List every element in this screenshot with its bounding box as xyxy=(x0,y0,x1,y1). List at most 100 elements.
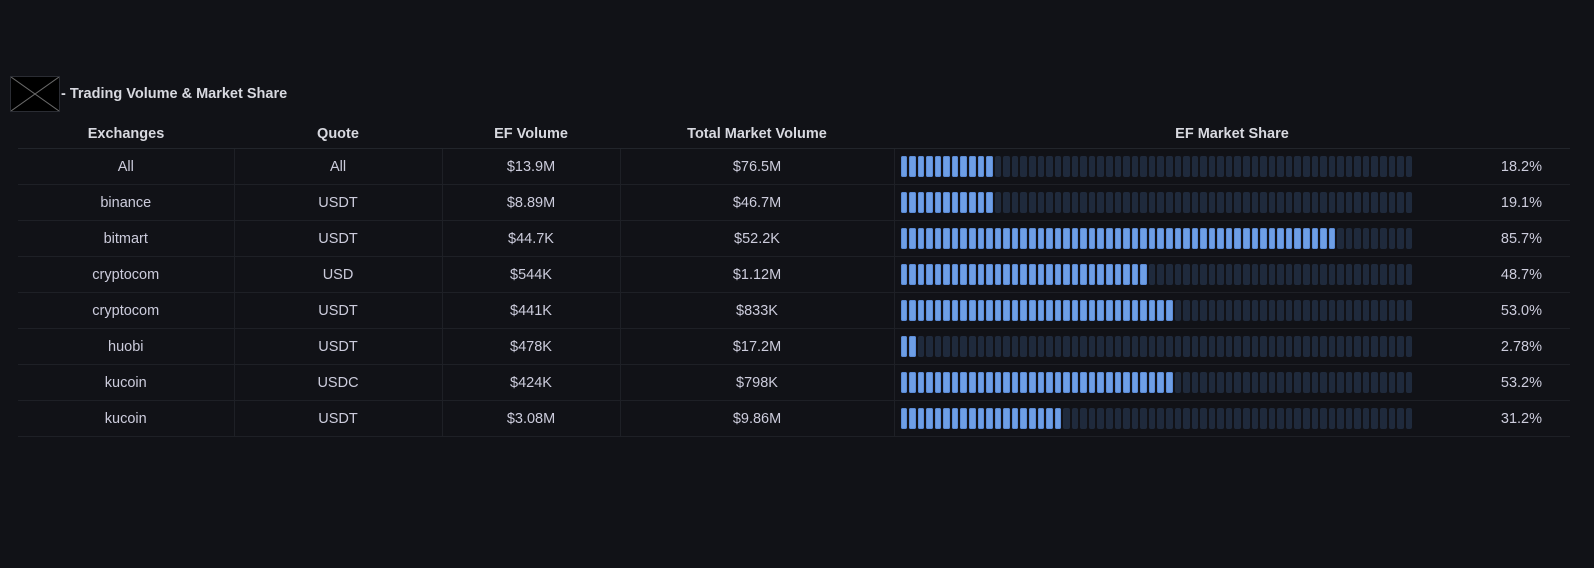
gauge-segment xyxy=(1337,228,1344,249)
gauge-segment xyxy=(943,156,950,177)
gauge-segment xyxy=(1354,408,1361,429)
gauge-segment xyxy=(1405,228,1413,249)
gauge-segment xyxy=(1165,372,1173,393)
gauge-segment xyxy=(1388,156,1396,177)
market-share-bar-gauge xyxy=(900,264,1413,285)
gauge-segment xyxy=(1200,264,1207,285)
column-header-exchanges[interactable]: Exchanges xyxy=(18,120,234,149)
gauge-segment xyxy=(1097,228,1104,249)
gauge-segment xyxy=(1225,336,1233,357)
gauge-segment xyxy=(934,192,942,213)
gauge-segment xyxy=(1174,264,1182,285)
table-row[interactable]: cryptocom USDT $441K $833K 53.0% xyxy=(18,292,1570,329)
gauge-segment xyxy=(1054,408,1062,429)
gauge-segment xyxy=(1080,228,1087,249)
cell-quote: USDT xyxy=(233,400,442,437)
gauge-segment xyxy=(977,228,985,249)
gauge-segment xyxy=(909,372,916,393)
gauge-segment xyxy=(1260,408,1267,429)
gauge-segment xyxy=(1011,336,1019,357)
gauge-segment xyxy=(943,336,950,357)
gauge-segment xyxy=(1217,192,1224,213)
gauge-segment xyxy=(1157,228,1164,249)
column-header-ef-market-share[interactable]: EF Market Share xyxy=(894,120,1570,149)
gauge-segment xyxy=(1157,192,1164,213)
gauge-segment xyxy=(1354,156,1361,177)
cell-total-market-volume: $9.86M xyxy=(619,400,894,437)
gauge-segment xyxy=(1165,156,1173,177)
gauge-segment xyxy=(960,408,967,429)
gauge-segment xyxy=(943,264,950,285)
column-header-ef-volume[interactable]: EF Volume xyxy=(442,120,620,149)
gauge-segment xyxy=(917,372,925,393)
gauge-segment xyxy=(1148,336,1156,357)
gauge-segment xyxy=(1003,228,1010,249)
gauge-segment xyxy=(1106,372,1113,393)
gauge-segment xyxy=(900,300,908,321)
gauge-segment xyxy=(1080,192,1087,213)
table-row[interactable]: All All $13.9M $76.5M 18.2% xyxy=(18,148,1570,185)
gauge-segment xyxy=(1028,408,1036,429)
gauge-segment xyxy=(900,408,908,429)
gauge-segment xyxy=(1268,192,1276,213)
gauge-segment xyxy=(1106,264,1113,285)
gauge-segment xyxy=(977,156,985,177)
table-row[interactable]: cryptocom USD $544K $1.12M 48.7% xyxy=(18,256,1570,293)
gauge-segment xyxy=(951,264,959,285)
gauge-segment xyxy=(909,192,916,213)
gauge-segment xyxy=(986,372,993,393)
cell-total-market-volume: $46.7M xyxy=(619,184,894,221)
table-row[interactable]: kucoin USDT $3.08M $9.86M 31.2% xyxy=(18,400,1570,437)
market-share-gauge-wrap: 53.0% xyxy=(900,300,1565,321)
gauge-segment xyxy=(1388,372,1396,393)
gauge-segment xyxy=(1337,264,1344,285)
gauge-segment xyxy=(1148,264,1156,285)
gauge-segment xyxy=(900,264,908,285)
gauge-segment xyxy=(1380,264,1387,285)
gauge-segment xyxy=(1088,336,1096,357)
gauge-segment xyxy=(1354,336,1361,357)
gauge-segment xyxy=(909,156,916,177)
panel-title[interactable]: - Trading Volume & Market Share xyxy=(61,86,288,102)
gauge-segment xyxy=(1140,372,1147,393)
gauge-segment xyxy=(1131,300,1139,321)
gauge-segment xyxy=(1020,408,1027,429)
gauge-segment xyxy=(1208,372,1216,393)
gauge-segment xyxy=(1191,156,1199,177)
gauge-segment xyxy=(1020,156,1027,177)
gauge-segment xyxy=(960,228,967,249)
market-share-bar-gauge xyxy=(900,408,1413,429)
gauge-segment xyxy=(1140,336,1147,357)
gauge-segment xyxy=(1217,372,1224,393)
table-row[interactable]: binance USDT $8.89M $46.7M 19.1% xyxy=(18,184,1570,221)
gauge-segment xyxy=(1071,228,1079,249)
gauge-segment xyxy=(1003,408,1010,429)
gauge-segment xyxy=(1294,156,1301,177)
gauge-segment xyxy=(1037,408,1045,429)
gauge-segment xyxy=(1243,408,1250,429)
column-header-quote[interactable]: Quote xyxy=(234,120,442,149)
gauge-segment xyxy=(1208,300,1216,321)
table-row[interactable]: huobi USDT $478K $17.2M 2.78% xyxy=(18,328,1570,365)
gauge-segment xyxy=(1225,408,1233,429)
gauge-segment xyxy=(1020,372,1027,393)
gauge-segment xyxy=(1277,408,1284,429)
column-header-total-market-volume[interactable]: Total Market Volume xyxy=(620,120,894,149)
gauge-segment xyxy=(1362,336,1370,357)
gauge-segment xyxy=(934,336,942,357)
gauge-segment xyxy=(1063,300,1070,321)
gauge-segment xyxy=(1345,156,1353,177)
market-share-gauge-wrap: 2.78% xyxy=(900,336,1565,357)
gauge-segment xyxy=(1183,372,1190,393)
gauge-segment xyxy=(1243,264,1250,285)
gauge-segment xyxy=(1054,336,1062,357)
table-row[interactable]: kucoin USDC $424K $798K 53.2% xyxy=(18,364,1570,401)
gauge-segment xyxy=(1208,156,1216,177)
gauge-segment xyxy=(1088,192,1096,213)
gauge-segment xyxy=(1345,372,1353,393)
gauge-segment xyxy=(1328,408,1336,429)
table-row[interactable]: bitmart USDT $44.7K $52.2K 85.7% xyxy=(18,220,1570,257)
gauge-segment xyxy=(1251,264,1259,285)
gauge-segment xyxy=(1328,192,1336,213)
gauge-segment xyxy=(1268,300,1276,321)
